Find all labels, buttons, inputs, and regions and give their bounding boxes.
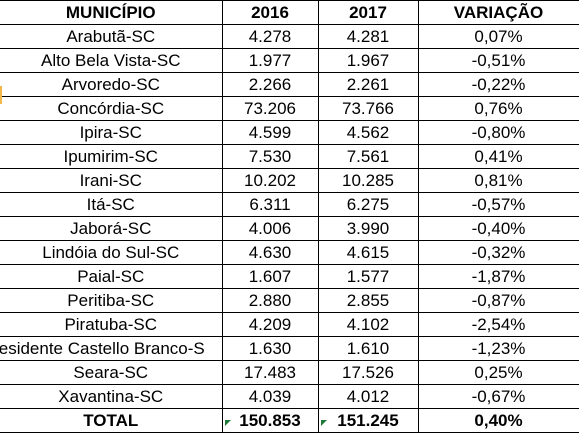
value-2016-cell[interactable]: 4.006 xyxy=(222,216,319,241)
table-row: Ipumirim-SC 7.530 7.561 0,41% xyxy=(0,144,579,169)
header-row: MUNICÍPIO 2016 2017 VARIAÇÃO xyxy=(0,0,579,25)
table-row: Concórdia-SC 73.206 73.766 0,76% xyxy=(0,96,579,121)
value-2017-cell[interactable]: 4.562 xyxy=(318,120,419,145)
municipio-cell[interactable]: Peritiba-SC xyxy=(0,288,223,313)
value-2016-cell[interactable]: 73.206 xyxy=(222,96,319,121)
value-2017-cell[interactable]: 7.561 xyxy=(318,144,419,169)
value-2016-cell[interactable]: 1.977 xyxy=(222,48,319,73)
variation-cell[interactable]: 0,25% xyxy=(418,360,579,385)
municipio-cell[interactable]: Xavantina-SC xyxy=(0,384,223,409)
total-variation[interactable]: 0,40% xyxy=(418,408,579,433)
variation-cell[interactable]: -0,87% xyxy=(418,288,579,313)
municipio-cell[interactable]: Alto Bela Vista-SC xyxy=(0,48,223,73)
table-row: esidente Castello Branco-S 1.630 1.610 -1,2… xyxy=(0,336,579,361)
total-row: TOTAL 150.853 151.245 0,40% xyxy=(0,408,579,433)
variation-cell[interactable]: 0,41% xyxy=(418,144,579,169)
table-row: Lindóia do Sul-SC 4.630 4.615 -0,32% xyxy=(0,240,579,265)
variation-cell[interactable]: 0,81% xyxy=(418,168,579,193)
variation-cell[interactable]: -2,54% xyxy=(418,312,579,337)
value-2016-cell[interactable]: 4.630 xyxy=(222,240,319,265)
value-2016-cell[interactable]: 1.630 xyxy=(222,336,319,361)
value-2017-cell[interactable]: 2.855 xyxy=(318,288,419,313)
municipio-cell[interactable]: Arabutã-SC xyxy=(0,24,223,49)
value-2017-cell[interactable]: 4.102 xyxy=(318,312,419,337)
municipio-cell[interactable]: Arvoredo-SC xyxy=(0,72,223,97)
error-indicator-icon xyxy=(321,420,327,426)
municipio-cell[interactable]: Paial-SC xyxy=(0,264,223,289)
value-2016-cell[interactable]: 1.607 xyxy=(222,264,319,289)
municipio-cell-text: esidente Castello Branco-S xyxy=(0,339,205,358)
value-2016-cell[interactable]: 2.266 xyxy=(222,72,319,97)
municipio-cell[interactable]: Itá-SC xyxy=(0,192,223,217)
municipio-cell[interactable]: esidente Castello Branco-S xyxy=(0,336,223,361)
table-row: Piratuba-SC 4.209 4.102 -2,54% xyxy=(0,312,579,337)
value-2016-cell[interactable]: 17.483 xyxy=(222,360,319,385)
municipality-population-table: MUNICÍPIO 2016 2017 VARIAÇÃO Arabutã-SC 4… xyxy=(0,0,579,433)
variation-cell[interactable]: 0,76% xyxy=(418,96,579,121)
table-row: Paial-SC 1.607 1.577 -1,87% xyxy=(0,264,579,289)
variation-cell[interactable]: -0,57% xyxy=(418,192,579,217)
value-2017-cell[interactable]: 4.012 xyxy=(318,384,419,409)
variation-cell[interactable]: -1,87% xyxy=(418,264,579,289)
total-label[interactable]: TOTAL xyxy=(0,408,223,433)
municipio-cell[interactable]: Irani-SC xyxy=(0,168,223,193)
value-2016-cell[interactable]: 4.278 xyxy=(222,24,319,49)
value-2017-cell[interactable]: 10.285 xyxy=(318,168,419,193)
value-2016-cell[interactable]: 4.209 xyxy=(222,312,319,337)
value-2016-cell[interactable]: 6.311 xyxy=(222,192,319,217)
header-2016[interactable]: 2016 xyxy=(222,0,319,25)
variation-cell[interactable]: -1,23% xyxy=(418,336,579,361)
municipio-cell[interactable]: Jaborá-SC xyxy=(0,216,223,241)
table-row: Irani-SC 10.202 10.285 0,81% xyxy=(0,168,579,193)
table-row: Peritiba-SC 2.880 2.855 -0,87% xyxy=(0,288,579,313)
header-2017[interactable]: 2017 xyxy=(318,0,419,25)
table-row: Ipira-SC 4.599 4.562 -0,80% xyxy=(0,120,579,145)
table-row: Alto Bela Vista-SC 1.977 1.967 -0,51% xyxy=(0,48,579,73)
total-2017[interactable]: 151.245 xyxy=(318,408,419,433)
header-variacao[interactable]: VARIAÇÃO xyxy=(418,0,579,25)
value-2016-cell[interactable]: 7.530 xyxy=(222,144,319,169)
value-2016-cell[interactable]: 4.039 xyxy=(222,384,319,409)
table-row: Arabutã-SC 4.278 4.281 0,07% xyxy=(0,24,579,49)
value-2017-cell[interactable]: 1.610 xyxy=(318,336,419,361)
municipio-cell[interactable]: Ipumirim-SC xyxy=(0,144,223,169)
value-2017-cell[interactable]: 1.967 xyxy=(318,48,419,73)
error-indicator-icon xyxy=(225,420,231,426)
variation-cell[interactable]: -0,22% xyxy=(418,72,579,97)
variation-cell[interactable]: -0,51% xyxy=(418,48,579,73)
variation-cell[interactable]: 0,07% xyxy=(418,24,579,49)
value-2017-cell[interactable]: 3.990 xyxy=(318,216,419,241)
value-2016-cell[interactable]: 10.202 xyxy=(222,168,319,193)
value-2017-cell[interactable]: 4.281 xyxy=(318,24,419,49)
value-2017-cell[interactable]: 4.615 xyxy=(318,240,419,265)
municipio-cell[interactable]: Concórdia-SC xyxy=(0,96,223,121)
value-2017-cell[interactable]: 17.526 xyxy=(318,360,419,385)
table-row: Itá-SC 6.311 6.275 -0,57% xyxy=(0,192,579,217)
table-row: Seara-SC 17.483 17.526 0,25% xyxy=(0,360,579,385)
variation-cell[interactable]: -0,32% xyxy=(418,240,579,265)
municipio-cell[interactable]: Lindóia do Sul-SC xyxy=(0,240,223,265)
variation-cell[interactable]: -0,67% xyxy=(418,384,579,409)
header-municipio[interactable]: MUNICÍPIO xyxy=(0,0,223,25)
municipio-cell[interactable]: Ipira-SC xyxy=(0,120,223,145)
value-2017-cell[interactable]: 73.766 xyxy=(318,96,419,121)
value-2017-cell[interactable]: 1.577 xyxy=(318,264,419,289)
table-row: Jaborá-SC 4.006 3.990 -0,40% xyxy=(0,216,579,241)
variation-cell[interactable]: -0,80% xyxy=(418,120,579,145)
selection-marker xyxy=(0,86,2,104)
value-2017-cell[interactable]: 6.275 xyxy=(318,192,419,217)
value-2017-cell[interactable]: 2.261 xyxy=(318,72,419,97)
value-2016-cell[interactable]: 4.599 xyxy=(222,120,319,145)
municipio-cell[interactable]: Piratuba-SC xyxy=(0,312,223,337)
table-row: Arvoredo-SC 2.266 2.261 -0,22% xyxy=(0,72,579,97)
total-2016[interactable]: 150.853 xyxy=(222,408,319,433)
variation-cell[interactable]: -0,40% xyxy=(418,216,579,241)
municipio-cell[interactable]: Seara-SC xyxy=(0,360,223,385)
value-2016-cell[interactable]: 2.880 xyxy=(222,288,319,313)
table-row: Xavantina-SC 4.039 4.012 -0,67% xyxy=(0,384,579,409)
